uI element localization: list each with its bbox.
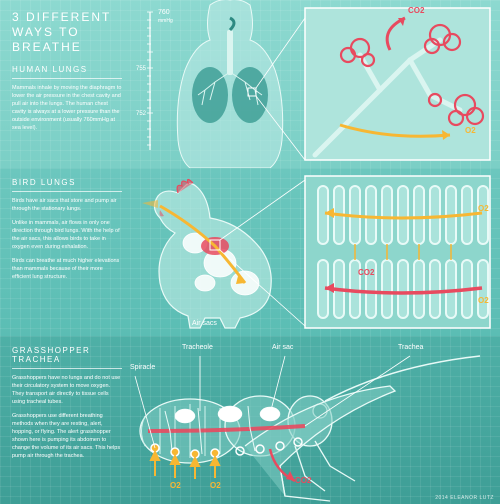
o2-label-bird-2: O2 bbox=[478, 296, 489, 305]
o2-label-bird: O2 bbox=[478, 204, 489, 213]
co2-label-bird: CO2 bbox=[358, 268, 374, 277]
illustration-grasshopper: Spiracle Tracheole Air sac Trachea O2 O2… bbox=[130, 336, 500, 504]
svg-text:755: 755 bbox=[136, 66, 147, 72]
section-title-grasshopper: GRASSHOPPER TRACHEA bbox=[12, 346, 122, 364]
o2-label-g2: O2 bbox=[210, 481, 221, 490]
text-column-bird: BIRD LUNGS Birds have air sacs that stor… bbox=[0, 168, 130, 336]
credit: 2014 ELEANOR LUTZ bbox=[435, 495, 494, 501]
co2-label: CO2 bbox=[408, 6, 424, 15]
tracheole-label: Tracheole bbox=[182, 344, 213, 351]
text-column-grasshopper: GRASSHOPPER TRACHEA Grasshoppers have no… bbox=[0, 336, 130, 504]
body-text-bird-2: Unlike in mammals, air flows in only one… bbox=[12, 220, 122, 252]
o2-label: O2 bbox=[465, 126, 476, 135]
body-text-g1: Grasshoppers have no lungs and do not us… bbox=[12, 375, 122, 407]
panel-human: 3 DIFFERENT WAYS TO BREATHE HUMAN LUNGS … bbox=[0, 0, 500, 168]
body-text-human: Mammals inhale by moving the diaphragm t… bbox=[12, 85, 122, 133]
svg-text:760: 760 bbox=[158, 9, 170, 16]
airsac-label: Air sac bbox=[272, 344, 293, 351]
pressure-scale: 760 mmHg 755 752 bbox=[136, 9, 173, 150]
illustration-human: 760 mmHg 755 752 bbox=[130, 0, 500, 168]
section-title-bird: BIRD LUNGS bbox=[12, 178, 122, 187]
airsacs-label: Air sacs bbox=[192, 320, 217, 327]
text-column-human: 3 DIFFERENT WAYS TO BREATHE HUMAN LUNGS … bbox=[0, 0, 130, 168]
svg-text:mmHg: mmHg bbox=[158, 18, 173, 24]
divider bbox=[12, 191, 122, 192]
main-title: 3 DIFFERENT WAYS TO BREATHE bbox=[12, 10, 122, 55]
trachea-label: Trachea bbox=[398, 344, 423, 351]
divider bbox=[12, 368, 122, 369]
body-text-g2: Grasshoppers use different breathing met… bbox=[12, 413, 122, 461]
panel-grasshopper: GRASSHOPPER TRACHEA Grasshoppers have no… bbox=[0, 336, 500, 504]
panel-bird: BIRD LUNGS Birds have air sacs that stor… bbox=[0, 168, 500, 336]
spiracle-label: Spiracle bbox=[130, 364, 155, 371]
human-torso bbox=[177, 0, 282, 168]
bird-silhouette bbox=[142, 180, 271, 329]
body-text-bird-3: Birds can breathe at much higher elevati… bbox=[12, 258, 122, 282]
divider bbox=[12, 78, 122, 79]
body-text-bird-1: Birds have air sacs that store and pump … bbox=[12, 198, 122, 214]
section-title-human: HUMAN LUNGS bbox=[12, 65, 122, 74]
co2-label-g: CO2 bbox=[295, 476, 311, 485]
illustration-bird: Air sacs O2 CO2 O2 bbox=[130, 168, 500, 336]
o2-label-g: O2 bbox=[170, 481, 181, 490]
svg-text:752: 752 bbox=[136, 111, 147, 117]
